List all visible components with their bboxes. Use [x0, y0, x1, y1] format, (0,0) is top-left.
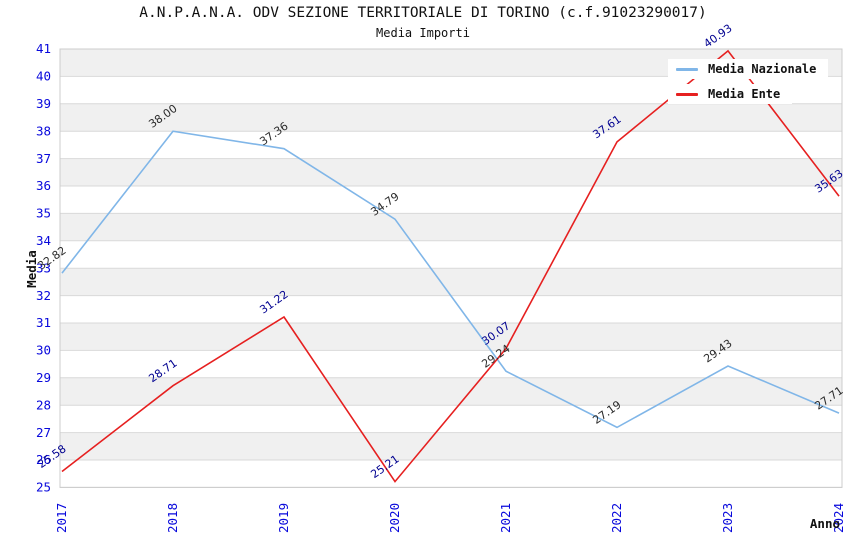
- data-label: 40.93: [701, 22, 734, 51]
- y-tick-label: 27: [36, 425, 51, 440]
- y-tick-label: 36: [36, 178, 51, 193]
- x-tick-label: 2021: [498, 503, 513, 533]
- plot-border: [59, 48, 843, 488]
- grid-band: [60, 377, 842, 406]
- grid-band: [60, 103, 842, 132]
- y-tick-label: 40: [36, 69, 51, 84]
- chart-subtitle: Media Importi: [376, 26, 470, 40]
- x-tick-label: 2022: [609, 503, 624, 533]
- y-tick-label: 31: [36, 315, 51, 330]
- x-tick-label: 2024: [831, 503, 846, 533]
- chart-legend: Media Nazionale Media Ente: [668, 59, 829, 104]
- y-tick-label: 35: [36, 206, 51, 221]
- legend-item-media-nazionale: Media Nazionale: [668, 59, 829, 79]
- grid-band: [60, 323, 842, 351]
- grid-band: [60, 158, 842, 186]
- y-tick-label: 26: [36, 452, 51, 467]
- x-axis-title: Anno: [809, 516, 840, 531]
- grid-band: [60, 432, 842, 460]
- y-tick-label: 38: [36, 123, 51, 138]
- chart-title: A.N.P.A.N.A. ODV SEZIONE TERRITORIALE DI…: [139, 5, 707, 21]
- grid-band: [60, 213, 842, 241]
- y-tick-label: 25: [36, 480, 51, 495]
- legend-item-media-ente: Media Ente: [668, 84, 793, 104]
- y-tick-label: 32: [36, 288, 51, 303]
- series-line-media-nazionale: [61, 130, 840, 429]
- grid-band: [60, 268, 842, 296]
- y-tick-label: 39: [36, 96, 51, 111]
- y-tick-label: 28: [36, 397, 51, 412]
- x-tick-label: 2020: [387, 503, 402, 533]
- legend-swatch-media-ente: [676, 92, 698, 96]
- y-axis-title: Media: [24, 250, 39, 288]
- y-tick-label: 33: [36, 260, 51, 275]
- y-tick-label: 30: [36, 343, 51, 358]
- y-tick-label: 37: [36, 151, 51, 166]
- legend-label-media-ente: Media Ente: [708, 87, 781, 101]
- legend-label-media-nazionale: Media Nazionale: [708, 62, 817, 76]
- y-tick-label: 34: [36, 233, 51, 248]
- x-tick-label: 2023: [720, 503, 735, 533]
- x-tick-label: 2017: [54, 503, 69, 533]
- y-tick-label: 41: [36, 41, 51, 56]
- y-tick-label: 29: [36, 370, 51, 385]
- x-tick-label: 2019: [276, 503, 291, 533]
- legend-swatch-media-nazionale: [676, 67, 698, 71]
- x-tick-label: 2018: [165, 503, 180, 533]
